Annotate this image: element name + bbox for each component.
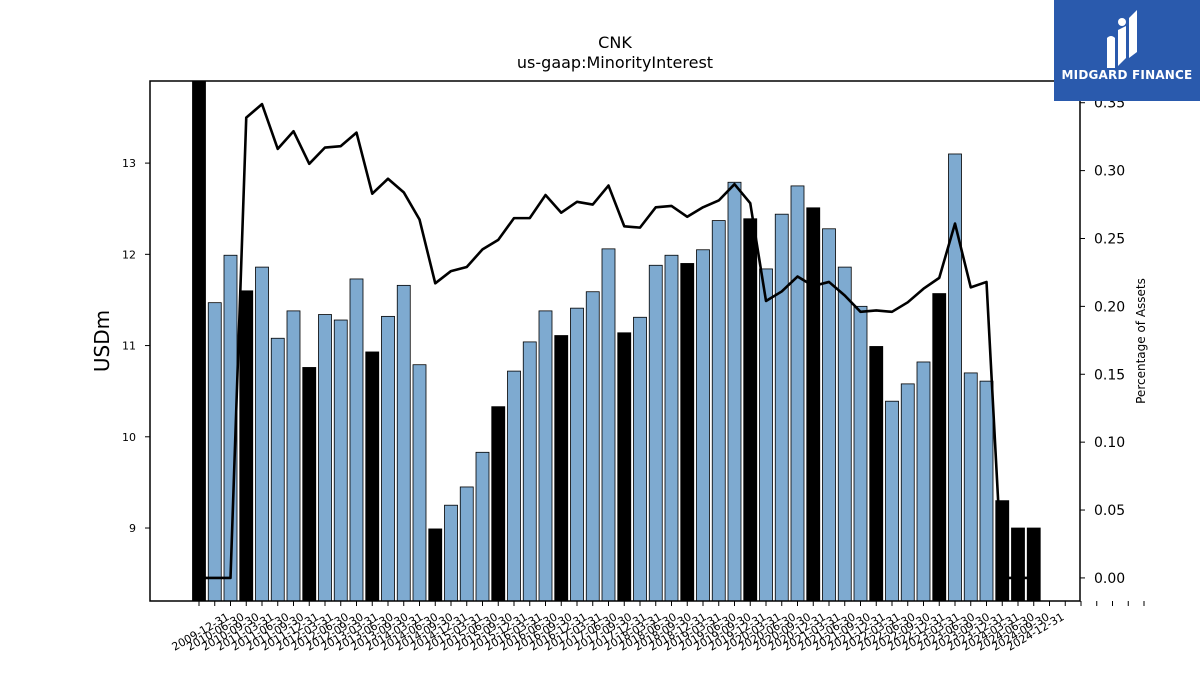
bar: [428, 528, 443, 602]
y-tick-label: 12: [122, 248, 136, 261]
bar: [538, 310, 553, 602]
percentage-line: [199, 102, 1034, 580]
bar: [475, 451, 490, 602]
bar: [302, 367, 317, 602]
bar: [853, 305, 868, 602]
bar: [806, 207, 821, 602]
bar: [979, 380, 994, 602]
bar: [507, 370, 521, 602]
y-tick-label: 9: [129, 522, 136, 535]
y2-tick-label: 0.05: [1094, 503, 1125, 519]
bar: [916, 361, 931, 602]
bar: [680, 263, 695, 602]
y-tick-label: 13: [122, 157, 136, 170]
y-axis-label: USDm: [90, 310, 114, 372]
bar: [617, 332, 632, 602]
bar: [932, 293, 947, 602]
y2-tick-label: 0.00: [1094, 571, 1125, 587]
y-tick-label: 10: [122, 431, 136, 444]
y2-tick-label: 0.15: [1094, 367, 1125, 383]
bar: [318, 314, 332, 602]
bar: [837, 266, 852, 602]
bar: [664, 254, 679, 602]
y2-tick-label: 0.25: [1094, 231, 1125, 247]
y2-axis-label: Percentage of Assets: [1134, 278, 1148, 404]
bar: [349, 278, 364, 602]
bar: [696, 249, 710, 602]
bar: [554, 335, 569, 602]
bar: [759, 268, 773, 602]
y-tick-label: 11: [122, 340, 136, 353]
bar: [869, 346, 884, 602]
bar: [727, 181, 742, 602]
y2-tick-label: 0.10: [1094, 435, 1125, 451]
chart-title: CNK: [598, 33, 632, 52]
bar: [885, 400, 899, 602]
bar-series: [192, 80, 1041, 602]
bar: [365, 351, 380, 602]
bar: [1026, 527, 1041, 602]
bar: [286, 310, 301, 602]
bar: [239, 290, 254, 602]
bar: [491, 406, 506, 602]
bar: [585, 291, 600, 602]
right-axis: 0.000.050.100.150.200.250.300.35: [1080, 96, 1125, 587]
bar: [1011, 527, 1025, 602]
bar: [948, 153, 962, 602]
y2-tick-label: 0.30: [1094, 164, 1125, 180]
chart-subtitle: us-gaap:MinorityInterest: [517, 53, 713, 72]
bar: [333, 319, 348, 602]
bar: [900, 383, 915, 602]
bar: [522, 341, 537, 602]
bar: [255, 266, 269, 602]
bar: [633, 316, 647, 602]
bar: [963, 372, 978, 602]
bar: [601, 248, 616, 602]
bar: [396, 284, 411, 602]
bar: [570, 307, 584, 602]
bar: [270, 337, 285, 602]
plot-frame: [149, 80, 1081, 602]
y2-tick-label: 0.20: [1094, 299, 1125, 315]
logo-mark-icon: [1107, 10, 1137, 68]
bar: [790, 185, 805, 602]
bar: [207, 302, 222, 602]
bar: [444, 504, 458, 602]
x-axis: 2009-12-312010-06-302010-09-302011-03-31…: [170, 601, 1145, 654]
midgard-finance-logo: MIDGARD FINANCE: [1054, 0, 1200, 101]
bar: [192, 80, 206, 602]
line-series: [199, 102, 1034, 580]
bar: [459, 486, 474, 602]
bar: [381, 315, 395, 602]
bar: [648, 264, 663, 602]
bar: [774, 213, 789, 602]
bar: [412, 364, 427, 602]
left-axis: 9 10 11 12 13: [122, 157, 150, 535]
logo-text: MIDGARD FINANCE: [1061, 68, 1193, 82]
bar: [743, 218, 758, 602]
bar: [711, 220, 726, 602]
